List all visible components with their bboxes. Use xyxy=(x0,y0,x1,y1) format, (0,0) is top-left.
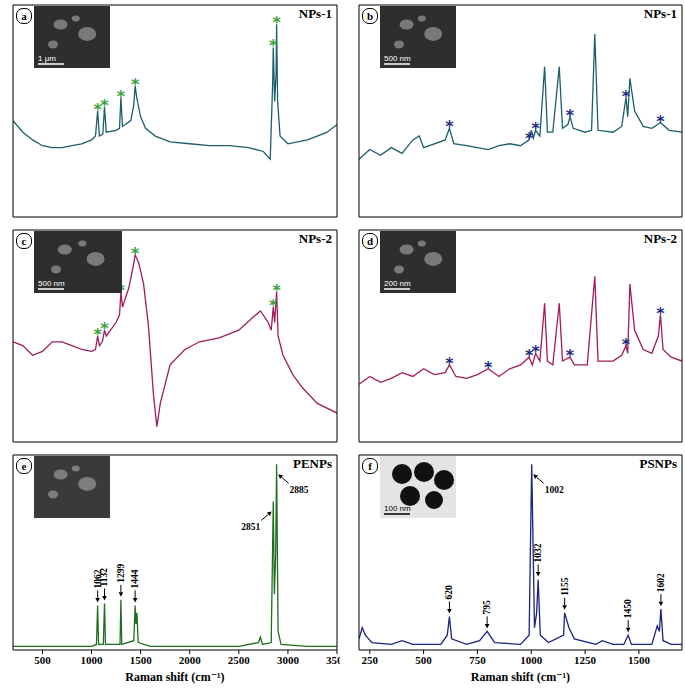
svg-text:*: * xyxy=(622,87,631,106)
svg-text:1450: 1450 xyxy=(623,599,633,618)
svg-text:1000: 1000 xyxy=(81,654,104,666)
svg-text:*: * xyxy=(484,358,493,377)
html-text:e: e xyxy=(21,460,27,472)
svg-text:1250: 1250 xyxy=(574,654,597,666)
html-text:c: c xyxy=(21,235,27,247)
svg-text:*: * xyxy=(531,342,540,361)
html-text:PENPs: PENPs xyxy=(293,456,332,471)
html-text:Raman shift (cm⁻¹): Raman shift (cm⁻¹) xyxy=(125,670,225,684)
svg-text:*: * xyxy=(131,244,140,263)
svg-text:*: * xyxy=(531,119,540,138)
svg-text:*: * xyxy=(566,106,575,125)
svg-text:200 nm: 200 nm xyxy=(384,279,411,288)
html-text:f: f xyxy=(368,460,372,472)
svg-text:*: * xyxy=(272,281,281,300)
svg-text:2885: 2885 xyxy=(290,485,309,495)
svg-text:*: * xyxy=(566,346,575,365)
svg-text:3000: 3000 xyxy=(277,654,300,666)
svg-text:500: 500 xyxy=(415,654,432,666)
svg-text:100 nm: 100 nm xyxy=(384,504,411,513)
html-text:a: a xyxy=(21,10,27,22)
svg-text:2000: 2000 xyxy=(179,654,202,666)
svg-text:*: * xyxy=(445,117,454,136)
svg-text:2851: 2851 xyxy=(241,522,260,532)
html-text:NPs-2: NPs-2 xyxy=(298,231,332,246)
svg-text:1444: 1444 xyxy=(130,569,140,588)
svg-text:*: * xyxy=(269,36,278,55)
svg-text:*: * xyxy=(100,96,109,115)
svg-text:1500: 1500 xyxy=(628,654,651,666)
svg-text:250: 250 xyxy=(362,654,379,666)
svg-text:*: * xyxy=(131,75,140,94)
svg-text:1299: 1299 xyxy=(116,564,126,583)
svg-text:500 nm: 500 nm xyxy=(384,54,411,63)
svg-text:*: * xyxy=(622,335,631,354)
html-text:NPs-1: NPs-1 xyxy=(298,6,332,21)
svg-text:1155: 1155 xyxy=(560,577,570,596)
svg-text:3500: 3500 xyxy=(326,654,340,666)
svg-text:500 nm: 500 nm xyxy=(38,279,65,288)
svg-text:1062: 1062 xyxy=(92,569,103,589)
html-text:d: d xyxy=(366,235,374,247)
html-text:PSNPs: PSNPs xyxy=(639,456,677,471)
svg-text:2500: 2500 xyxy=(228,654,251,666)
html-text:NPs-1: NPs-1 xyxy=(643,6,677,21)
svg-text:*: * xyxy=(117,87,126,106)
html-text:NPs-2: NPs-2 xyxy=(643,231,677,246)
svg-text:*: * xyxy=(445,354,454,373)
svg-text:795: 795 xyxy=(482,600,492,615)
html-text:b: b xyxy=(366,10,374,22)
html-text:Raman shift (cm⁻¹): Raman shift (cm⁻¹) xyxy=(470,670,571,684)
svg-text:1002: 1002 xyxy=(545,485,564,495)
svg-text:*: * xyxy=(100,319,109,338)
svg-text:*: * xyxy=(272,13,281,32)
svg-text:500: 500 xyxy=(34,654,51,666)
svg-text:1 μm: 1 μm xyxy=(38,54,56,63)
svg-text:620: 620 xyxy=(444,585,454,600)
svg-text:*: * xyxy=(656,112,665,131)
svg-text:1032: 1032 xyxy=(533,543,543,562)
svg-text:1000: 1000 xyxy=(520,654,543,666)
svg-text:750: 750 xyxy=(469,654,486,666)
svg-text:1132: 1132 xyxy=(100,568,110,587)
svg-text:*: * xyxy=(656,304,665,323)
svg-text:1602: 1602 xyxy=(656,573,666,592)
svg-text:1500: 1500 xyxy=(130,654,153,666)
